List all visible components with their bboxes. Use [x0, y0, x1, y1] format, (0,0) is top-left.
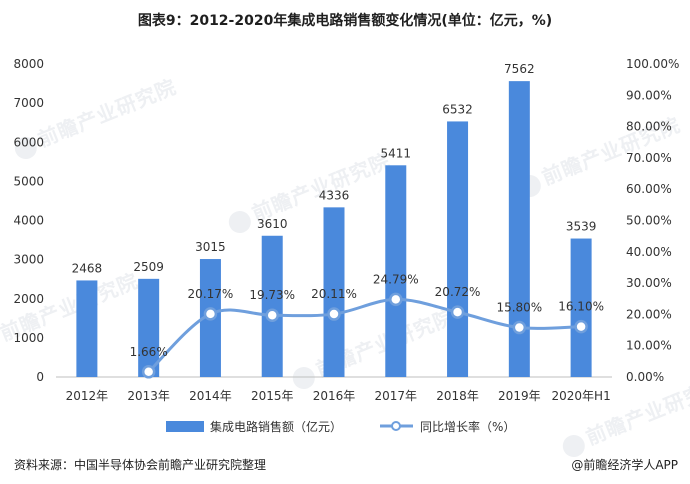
- growth-rate-label: 20.11%: [311, 287, 357, 301]
- bar: [138, 278, 160, 377]
- y-right-tick-label: 30.00%: [626, 276, 672, 290]
- bar-value-label: 5411: [381, 146, 412, 160]
- x-tick-label: 2012年: [66, 389, 109, 403]
- y-right-tick-label: 90.00%: [626, 88, 672, 102]
- growth-rate-label: 16.10%: [558, 300, 604, 314]
- bar-value-label: 3539: [566, 220, 597, 234]
- growth-rate-label: 19.73%: [249, 288, 295, 302]
- growth-rate-label: 15.80%: [496, 301, 542, 315]
- x-tick-label: 2013年: [127, 389, 170, 403]
- growth-rate-point: [327, 307, 341, 321]
- x-tick-label: 2015年: [251, 389, 294, 403]
- growth-rate-point: [203, 307, 218, 321]
- y-right-tick-label: 60.00%: [626, 182, 672, 196]
- y-left-tick-label: 4000: [13, 214, 44, 228]
- growth-rate-point: [574, 319, 588, 334]
- legend-bar-swatch: [166, 421, 204, 432]
- y-right-tick-label: 80.00%: [626, 120, 672, 134]
- y-left-tick-label: 1000: [13, 331, 44, 345]
- y-left-tick-label: 8000: [13, 57, 44, 71]
- growth-rate-label: 20.72%: [435, 285, 481, 299]
- growth-rate-point: [265, 308, 279, 322]
- brand-credit: @前瞻经济学人APP: [571, 458, 678, 472]
- x-tick-label: 2020年H1: [552, 389, 611, 403]
- bar-value-label: 3610: [257, 217, 288, 231]
- y-left-tick-label: 6000: [13, 135, 44, 149]
- x-tick-label: 2017年: [375, 389, 418, 403]
- x-tick-label: 2018年: [436, 389, 479, 403]
- y-right-tick-label: 20.00%: [626, 307, 672, 321]
- source-note: 资料来源：中国半导体协会前瞻产业研究院整理: [14, 458, 267, 472]
- bar: [570, 238, 592, 377]
- y-left-tick-label: 0: [36, 370, 44, 384]
- bar-value-label: 3015: [195, 240, 226, 254]
- legend-line-label: 同比增长率（%）: [420, 419, 515, 434]
- y-right-tick-label: 10.00%: [626, 339, 672, 353]
- y-left-tick-label: 5000: [13, 174, 44, 188]
- growth-rate-point: [141, 365, 156, 379]
- growth-rate-point: [450, 305, 465, 319]
- y-right-tick-label: 0.00%: [626, 370, 664, 384]
- x-tick-label: 2019年: [498, 389, 541, 403]
- bar: [261, 235, 283, 377]
- legend-bar-label: 集成电路销售额（亿元）: [210, 419, 342, 434]
- growth-rate-label: 20.17%: [188, 287, 234, 301]
- y-right-tick-label: 70.00%: [626, 151, 672, 165]
- y-left-tick-label: 3000: [13, 253, 44, 267]
- y-right-tick-label: 100.00%: [626, 57, 679, 71]
- bar-value-label: 2509: [133, 260, 164, 274]
- chart-title: 图表9：2012-2020年集成电路销售额变化情况(单位：亿元，%): [137, 13, 553, 29]
- bar-value-label: 2468: [72, 261, 103, 275]
- bar: [447, 121, 469, 377]
- y-right-tick-label: 40.00%: [626, 245, 672, 259]
- bar-value-label: 7562: [504, 62, 535, 76]
- bar: [385, 165, 407, 377]
- growth-rate-label: 1.66%: [130, 345, 168, 359]
- x-tick-label: 2016年: [313, 389, 356, 403]
- bar: [323, 207, 345, 377]
- growth-rate-label: 24.79%: [373, 272, 419, 286]
- x-tick-label: 2014年: [189, 389, 232, 403]
- growth-rate-point: [389, 292, 403, 307]
- legend-line-marker: [391, 421, 401, 431]
- bar: [76, 280, 98, 377]
- bar-value-label: 6532: [442, 102, 473, 116]
- y-right-tick-label: 50.00%: [626, 214, 672, 228]
- bar: [508, 81, 530, 377]
- y-left-tick-label: 7000: [13, 96, 44, 110]
- bar-value-label: 4336: [319, 188, 350, 202]
- y-left-tick-label: 2000: [13, 292, 44, 306]
- growth-rate-point: [512, 320, 527, 335]
